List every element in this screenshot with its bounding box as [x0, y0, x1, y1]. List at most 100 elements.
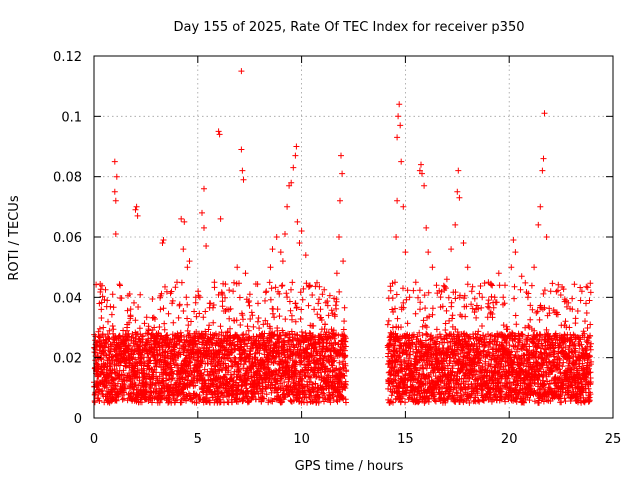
data-point	[246, 302, 253, 309]
data-point	[287, 307, 294, 314]
data-point	[169, 297, 176, 304]
data-point	[279, 282, 286, 289]
data-point	[120, 367, 127, 374]
data-point	[110, 326, 117, 333]
data-point	[288, 286, 294, 293]
data-point	[282, 316, 289, 323]
data-point	[136, 343, 143, 350]
data-point	[276, 313, 283, 320]
data-point	[189, 371, 196, 378]
data-point	[209, 361, 216, 368]
data-point	[139, 336, 146, 343]
data-point	[304, 399, 311, 406]
data-point	[200, 371, 207, 378]
data-point	[105, 335, 112, 341]
data-point	[387, 287, 394, 294]
data-point	[143, 314, 150, 321]
data-point	[149, 399, 155, 406]
data-point	[488, 293, 495, 300]
data-point	[404, 320, 411, 327]
data-point	[441, 283, 448, 290]
data-point	[210, 394, 216, 401]
data-point	[222, 294, 228, 301]
data-point	[166, 396, 173, 403]
data-point	[137, 291, 144, 298]
data-point	[135, 382, 142, 389]
data-point	[511, 283, 518, 290]
data-point	[536, 316, 543, 323]
data-point	[149, 296, 156, 302]
data-point	[511, 295, 518, 302]
data-point	[513, 321, 520, 328]
data-point	[417, 306, 423, 313]
data-point	[310, 322, 317, 329]
data-point	[429, 305, 436, 312]
data-point	[423, 324, 430, 331]
data-point	[106, 327, 113, 334]
data-point	[500, 294, 507, 301]
data-point	[217, 323, 224, 330]
data-point	[113, 397, 120, 404]
data-point	[150, 314, 157, 321]
data-point	[172, 284, 179, 291]
data-point	[533, 309, 540, 316]
data-point	[180, 308, 187, 314]
data-point	[225, 367, 232, 374]
data-point	[246, 291, 253, 298]
data-point	[96, 398, 103, 404]
data-point	[108, 311, 115, 318]
data-point	[136, 325, 143, 332]
data-point	[168, 288, 175, 295]
data-point	[314, 311, 321, 318]
data-point	[416, 287, 423, 294]
data-point	[182, 343, 189, 350]
data-point	[250, 323, 257, 330]
data-point	[98, 356, 105, 363]
data-point	[481, 280, 488, 287]
data-point	[160, 380, 167, 387]
data-point	[160, 305, 167, 312]
data-point	[442, 327, 449, 333]
data-point	[104, 331, 111, 338]
data-point	[126, 291, 133, 297]
data-point	[267, 296, 274, 303]
data-point	[168, 364, 175, 371]
data-point	[473, 314, 480, 321]
data-point	[317, 306, 324, 313]
data-point	[162, 283, 168, 290]
data-point	[254, 318, 261, 325]
data-point	[127, 306, 134, 313]
data-point	[286, 298, 293, 305]
data-point	[185, 373, 192, 380]
data-point	[284, 294, 291, 301]
data-point	[132, 381, 139, 388]
data-point	[341, 304, 348, 311]
data-point	[109, 357, 116, 364]
data-point	[189, 378, 196, 385]
data-point	[206, 344, 213, 351]
data-point	[135, 342, 142, 349]
data-point	[271, 314, 278, 321]
data-point	[268, 285, 275, 292]
data-point	[110, 304, 117, 311]
data-point	[117, 282, 123, 289]
data-point	[202, 308, 209, 315]
data-point	[91, 399, 98, 406]
data-point	[343, 399, 349, 406]
data-point	[299, 296, 306, 303]
data-point	[168, 375, 175, 382]
data-point	[99, 332, 106, 339]
data-point	[420, 317, 427, 324]
data-point	[443, 307, 450, 314]
data-point	[156, 324, 163, 330]
data-point	[96, 325, 103, 332]
data-point	[394, 315, 401, 322]
data-point	[385, 317, 392, 324]
data-point	[161, 326, 168, 333]
data-point	[496, 282, 503, 289]
data-point	[98, 315, 105, 321]
data-point	[220, 392, 227, 399]
data-point	[124, 336, 131, 343]
data-point	[389, 295, 396, 302]
